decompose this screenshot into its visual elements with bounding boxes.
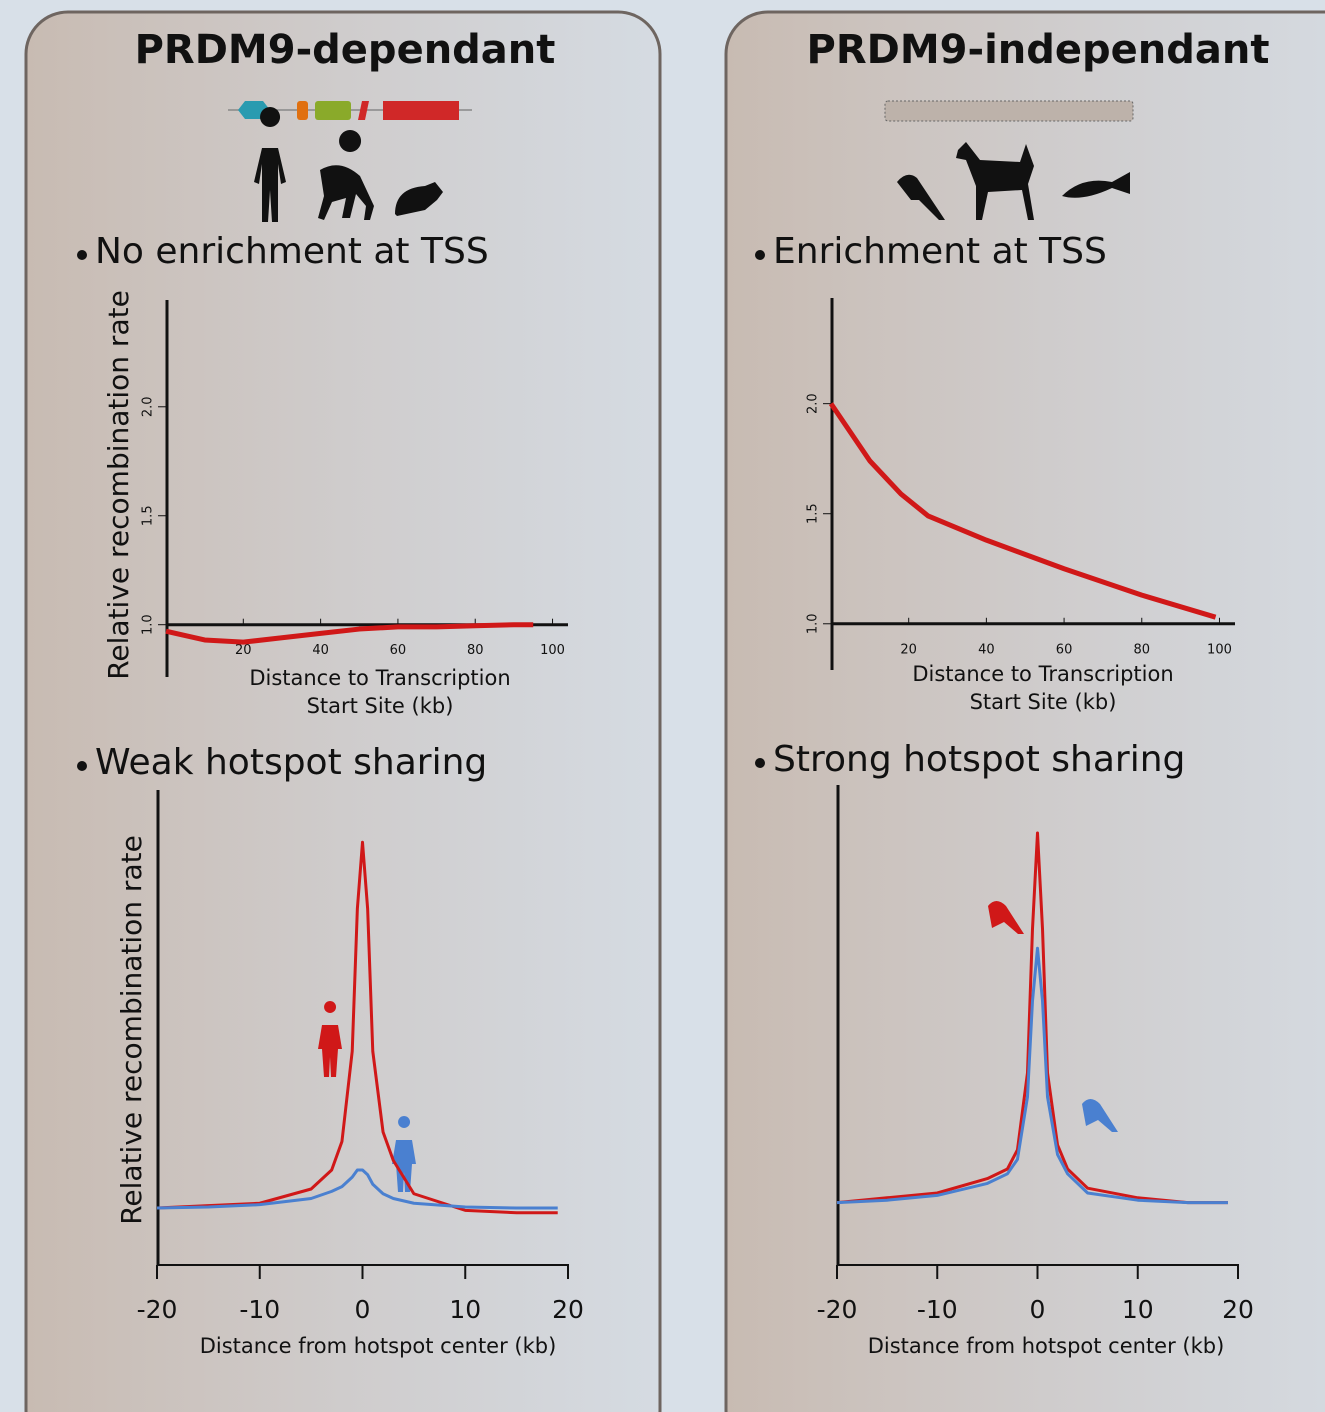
x-tick-label: 20 [900,642,917,657]
x-tick-label: 0 [1030,1295,1046,1324]
x-tick-label: 60 [390,643,407,658]
x-axis-label: Start Site (kb) [307,694,454,718]
bullet [755,758,765,768]
panel-box [724,10,1325,1412]
x-axis-label: Distance from hotspot center (kb) [868,1334,1225,1358]
x-tick-label: 100 [540,643,565,658]
data-line [165,622,534,645]
x-tick-label: 60 [1056,642,1073,657]
gene-diagram-empty [884,100,1134,122]
x-tick-label: -20 [817,1295,858,1324]
chart-title: Strong hotspot sharing [773,739,1185,780]
species-icons [254,107,1130,222]
x-axis-label: Distance to Transcription [249,666,510,690]
y-axis-label: Relative recombination rate [115,835,148,1225]
bullet [77,250,87,260]
data-line [828,402,1217,620]
y-tick-label: 2.0 [806,393,821,414]
x-tick-label: 20 [552,1295,584,1324]
x-tick-label: 20 [235,643,252,658]
data-line [156,1168,558,1210]
x-tick-label: -10 [917,1295,958,1324]
data-line [836,831,1228,1205]
x-tick-label: 0 [355,1295,371,1324]
panel-title: PRDM9-dependant [135,27,556,73]
chart-title: Weak hotspot sharing [95,742,487,783]
y-tick-label: 1.5 [806,503,821,524]
x-tick-label: 80 [1133,642,1150,657]
inset-icons [318,901,1118,1192]
y-tick-label: 2.0 [141,396,156,417]
x-tick-label: 10 [1122,1295,1154,1324]
chart-title: Enrichment at TSS [773,231,1107,272]
x-tick-label: -10 [239,1295,280,1324]
x-tick-label: -20 [137,1295,178,1324]
x-tick-label: 100 [1207,642,1232,657]
y-tick-label: 1.5 [141,505,156,526]
x-tick-label: 20 [1222,1295,1254,1324]
y-tick-label: 1.0 [806,613,821,634]
data-line [156,840,558,1215]
chart-title: No enrichment at TSS [95,231,489,272]
x-axis-label: Distance to Transcription [912,662,1173,686]
x-tick-label: 40 [312,643,329,658]
x-axis-label: Distance from hotspot center (kb) [200,1334,557,1358]
y-axis-label: Relative recombination rate [102,290,135,680]
bullet [77,761,87,771]
x-tick-label: 80 [467,643,484,658]
panel-title: PRDM9-independant [807,27,1270,73]
bullet [755,250,765,260]
panel-box [24,10,662,1412]
x-axis-label: Start Site (kb) [970,690,1117,714]
y-tick-label: 1.0 [141,614,156,635]
data-line [836,946,1228,1205]
x-tick-label: 10 [449,1295,481,1324]
x-tick-label: 40 [978,642,995,657]
